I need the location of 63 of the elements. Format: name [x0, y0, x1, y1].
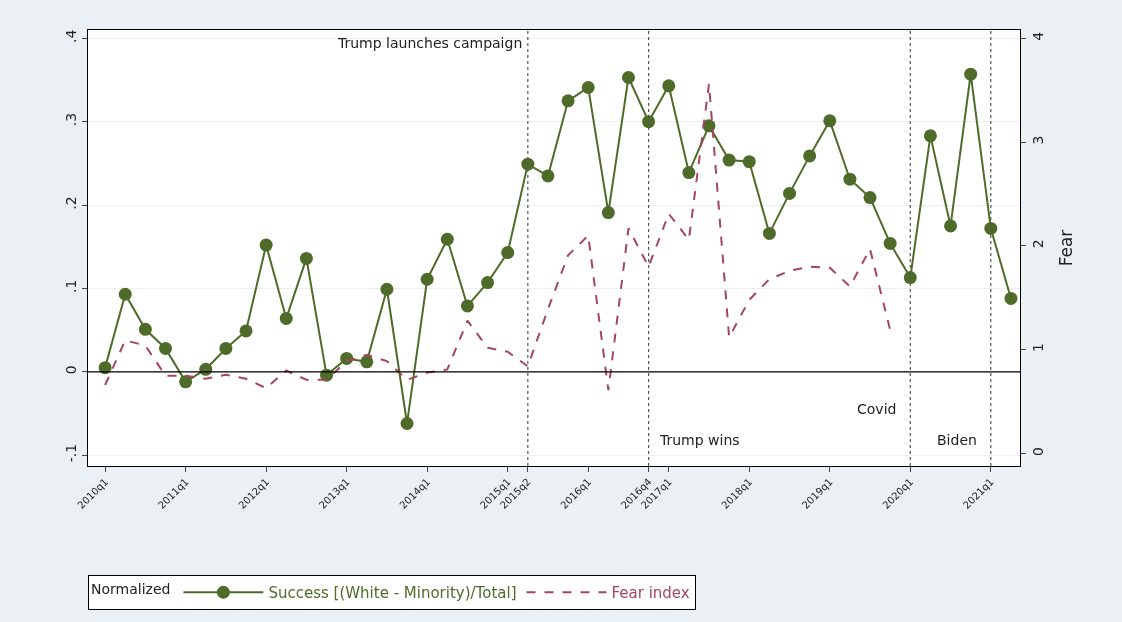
- y-tick-label: .4: [63, 29, 80, 43]
- ref-line-label: Covid: [857, 401, 897, 417]
- point: [420, 272, 434, 286]
- point: [219, 341, 233, 355]
- y2-axis-title: Fear: [1056, 229, 1077, 267]
- point: [984, 221, 998, 235]
- point: [883, 236, 897, 250]
- point: [903, 271, 917, 285]
- y2-tick-label: 1: [1029, 343, 1046, 353]
- point: [179, 375, 193, 389]
- point: [783, 186, 797, 200]
- point: [1004, 291, 1018, 305]
- point: [722, 153, 736, 167]
- point: [360, 355, 374, 369]
- y-tick-label: .3: [63, 112, 80, 127]
- text: Fear index: [611, 584, 690, 603]
- ref-line-label: Trump wins: [659, 432, 740, 448]
- point: [199, 362, 213, 376]
- point: [581, 81, 595, 95]
- point: [481, 276, 495, 290]
- legend-title: Normalized: [91, 581, 171, 598]
- point: [541, 169, 555, 183]
- point: [440, 232, 454, 246]
- point: [923, 129, 937, 143]
- point: [561, 94, 575, 108]
- point: [944, 219, 958, 233]
- ref-line-label: Biden: [937, 432, 977, 448]
- y-tick-label: .1: [63, 279, 80, 294]
- y2-tick-label: 2: [1029, 239, 1046, 249]
- point: [762, 226, 776, 240]
- ref-line-label: Trump launches campaign: [337, 35, 523, 51]
- point: [601, 206, 615, 220]
- point: [803, 149, 817, 163]
- point: [400, 416, 414, 430]
- point: [521, 157, 535, 171]
- y-tick-label: .2: [63, 196, 80, 210]
- point: [239, 324, 253, 338]
- point: [843, 172, 857, 186]
- point: [380, 282, 394, 296]
- point: [98, 361, 112, 375]
- point: [501, 246, 515, 260]
- y2-tick-label: 0: [1029, 446, 1046, 456]
- y2-tick-label: 3: [1029, 135, 1046, 145]
- y-tick-label: -.1: [63, 443, 80, 463]
- point: [682, 166, 696, 180]
- point: [118, 287, 132, 301]
- point: [662, 79, 676, 93]
- y2-tick-label: 4: [1029, 31, 1046, 41]
- point: [159, 341, 172, 355]
- point: [642, 115, 656, 129]
- point: [460, 299, 474, 313]
- point: [299, 251, 313, 265]
- line-series: [104, 82, 892, 392]
- point: [863, 191, 877, 205]
- point: [279, 311, 293, 325]
- text: Success [(White - Minority)/Total]: [268, 584, 517, 603]
- point: [823, 114, 837, 128]
- point: [621, 71, 635, 85]
- point: [964, 67, 978, 81]
- point: [138, 322, 152, 336]
- point: [259, 238, 273, 252]
- point: [742, 155, 756, 169]
- y-tick-label: 0: [63, 365, 80, 375]
